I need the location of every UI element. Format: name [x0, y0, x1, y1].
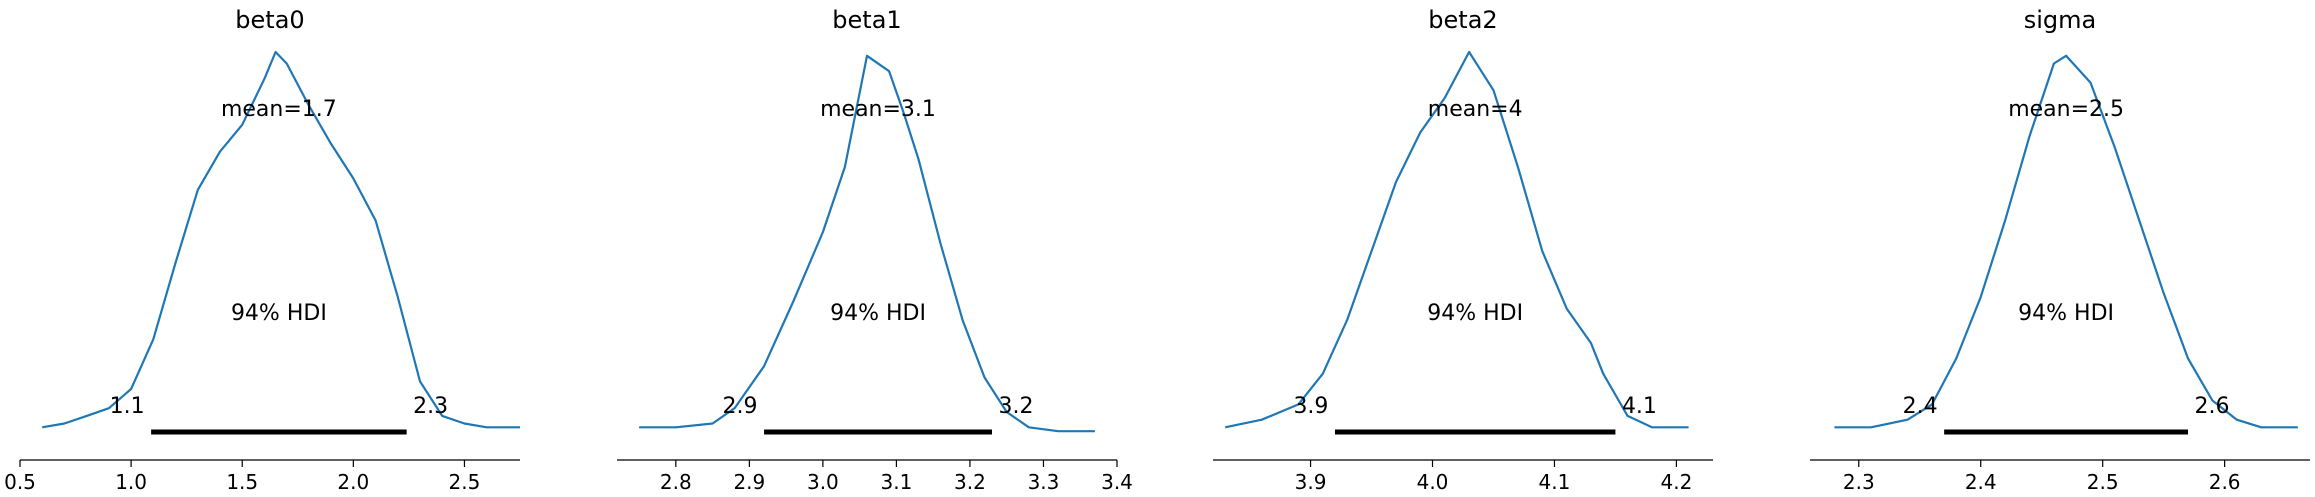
hdi-low-label: 1.1: [110, 394, 145, 419]
hdi-low-label: 2.9: [723, 394, 758, 419]
x-tick-label: 3.1: [881, 470, 913, 494]
density-curve: [42, 50, 520, 429]
x-tick-label: 2.0: [337, 470, 369, 494]
x-tick-label: 2.4: [1965, 470, 1997, 494]
x-tick-label: 4.2: [1661, 470, 1693, 494]
panel-beta0: beta0 mean=1.7 94% HDI 1.1 2.3 0.5 1.0 1.5 2.0 2.…: [4, 6, 520, 494]
x-tick-label: 4.1: [1539, 470, 1571, 494]
x-tick-label: 2.3: [1843, 470, 1875, 494]
hdi-high-label: 4.1: [1622, 394, 1657, 419]
hdi-low-label: 2.4: [1903, 394, 1938, 419]
x-tick-label: 2.8: [660, 470, 692, 494]
x-tick-label: 1.0: [115, 470, 147, 494]
hdi-low-label: 3.9: [1293, 394, 1328, 419]
x-tick-label: 4.0: [1417, 470, 1449, 494]
mean-label: mean=3.1: [820, 97, 936, 122]
x-tick-label: 2.6: [2209, 470, 2241, 494]
density-curve: [1834, 54, 2298, 429]
panel-title: beta0: [235, 6, 304, 34]
panel-beta1: beta1 mean=3.1 94% HDI 2.9 3.2 2.8 2.9 3.0 3.1 3.…: [617, 6, 1133, 494]
x-tick-label: 2.5: [449, 470, 481, 494]
panel-title: beta1: [832, 6, 901, 34]
hdi-label: 94% HDI: [1427, 301, 1523, 326]
x-tick-label: 3.2: [954, 470, 986, 494]
x-tick-label: 3.3: [1028, 470, 1060, 494]
x-tick-label: 0.5: [4, 470, 36, 494]
mean-label: mean=4: [1428, 97, 1523, 122]
hdi-high-label: 2.3: [413, 394, 448, 419]
mean-label: mean=2.5: [2008, 97, 2124, 122]
hdi-label: 94% HDI: [231, 301, 327, 326]
panel-title: sigma: [2024, 6, 2097, 34]
panel-beta2: beta2 mean=4 94% HDI 3.9 4.1 3.9 4.0 4.1 4.2: [1213, 6, 1713, 494]
x-tick-label: 3.9: [1295, 470, 1327, 494]
mean-label: mean=1.7: [221, 97, 337, 122]
hdi-high-label: 2.6: [2195, 394, 2230, 419]
panel-sigma: sigma mean=2.5 94% HDI 2.4 2.6 2.3 2.4 2.5 2.6: [1810, 6, 2310, 494]
x-tick-label: 3.4: [1101, 470, 1133, 494]
hdi-label: 94% HDI: [830, 301, 926, 326]
hdi-high-label: 3.2: [999, 394, 1034, 419]
x-tick-label: 1.5: [226, 470, 258, 494]
hdi-label: 94% HDI: [2018, 301, 2114, 326]
density-curve: [1224, 50, 1689, 429]
panel-title: beta2: [1428, 6, 1497, 34]
x-tick-label: 2.9: [733, 470, 765, 494]
x-tick-label: 2.5: [2087, 470, 2119, 494]
x-tick-label: 3.0: [807, 470, 839, 494]
density-curve: [639, 54, 1095, 433]
